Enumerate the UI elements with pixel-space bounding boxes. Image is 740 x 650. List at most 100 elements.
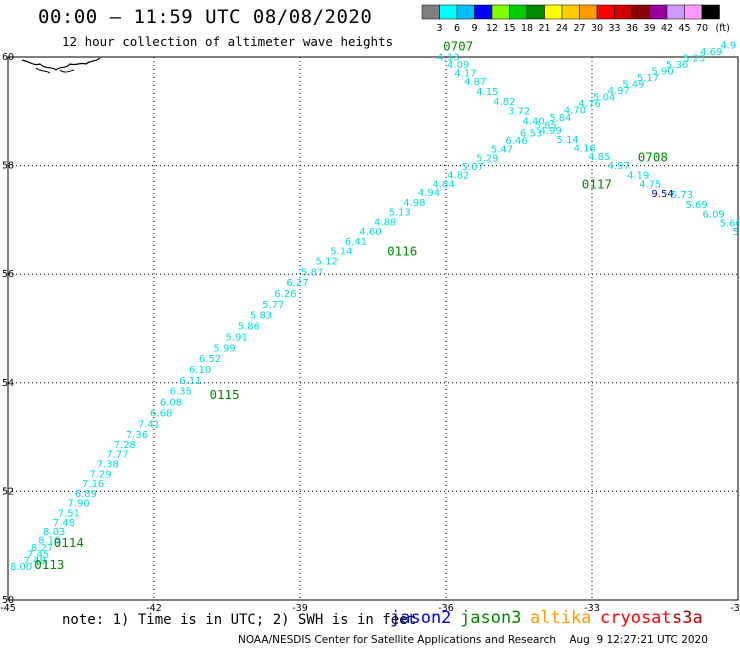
swh-value: 4.09 bbox=[447, 60, 469, 71]
legend-swatch bbox=[596, 4, 615, 20]
legend-swatch bbox=[439, 4, 458, 20]
swh-value: 8.27 bbox=[31, 543, 53, 554]
swh-value: 4.19 bbox=[627, 171, 649, 182]
swh-value: 5.66 bbox=[720, 218, 740, 229]
swh-value: 8.00 bbox=[10, 562, 32, 573]
x-tick-label: -39 bbox=[292, 603, 308, 614]
swh-value: 4.88 bbox=[374, 217, 396, 228]
x-tick-label: -45 bbox=[0, 603, 16, 614]
swh-value: 6.35 bbox=[170, 387, 192, 398]
y-tick-label: 58 bbox=[2, 161, 14, 172]
y-tick-label: 50 bbox=[2, 595, 14, 606]
legend-value: 36 bbox=[626, 23, 638, 34]
swh-value: 4.15 bbox=[476, 87, 498, 98]
legend-swatch bbox=[614, 4, 633, 20]
time-label: 0113 bbox=[34, 557, 64, 572]
swh-value: 5.17 bbox=[637, 73, 659, 84]
axis-tick-labels: -45 -42 -39 -36 -33 -30 50 52 54 56 58 60 bbox=[0, 52, 740, 614]
swh-value: 7.38 bbox=[97, 460, 119, 471]
swh-value: 7.90 bbox=[67, 499, 89, 510]
swh-value: 5.14 bbox=[330, 247, 352, 258]
color-legend: 3 6 9 12 15 18 21 24 27 30 33 36 39 42 45 70 (ft) bbox=[421, 4, 730, 34]
satellite-s3a: s3a bbox=[672, 608, 703, 628]
swh-value: 6.08 bbox=[160, 398, 182, 409]
coastline-path bbox=[35, 67, 75, 74]
plot-frame bbox=[7, 56, 739, 601]
legend-swatch bbox=[666, 4, 685, 20]
legend-swatch bbox=[526, 4, 545, 20]
time-label: 0115 bbox=[210, 387, 240, 402]
swh-value: 4.97 bbox=[608, 161, 630, 172]
swh-value: 4.75 bbox=[639, 179, 661, 190]
swh-value: 5.29 bbox=[476, 153, 498, 164]
swh-value: 4.85 bbox=[588, 152, 610, 163]
legend-value: 30 bbox=[591, 23, 603, 34]
legend-value: 42 bbox=[661, 23, 673, 34]
swh-value: 5.13 bbox=[389, 208, 411, 219]
legend-swatch bbox=[631, 4, 650, 20]
legend-value: 12 bbox=[486, 23, 498, 34]
legend-value: 24 bbox=[556, 23, 568, 34]
legend-swatch bbox=[491, 4, 510, 20]
swh-value: 4.84 bbox=[432, 179, 454, 190]
swh-value: 4.82 bbox=[493, 97, 515, 108]
swh-value: 6.68 bbox=[150, 408, 172, 419]
satellite-jason3: jason3 bbox=[460, 608, 522, 628]
swh-value: 4.40 bbox=[522, 116, 544, 127]
page-title: 00:00 – 11:59 UTC 08/08/2020 bbox=[38, 6, 373, 28]
swh-value: 6.53 bbox=[520, 128, 542, 139]
swh-value: 4.16 bbox=[574, 143, 596, 154]
swh-value: 7.29 bbox=[89, 469, 111, 480]
legend-value: 15 bbox=[503, 23, 515, 34]
swh-value: 5.69 bbox=[686, 200, 708, 211]
swh-value: 6.46 bbox=[505, 136, 527, 147]
legend-value: 21 bbox=[538, 23, 550, 34]
legend-swatch bbox=[579, 4, 598, 20]
swh-value: 5.23 bbox=[683, 53, 705, 64]
swh-value: 7.41 bbox=[138, 419, 160, 430]
swh-value: 3.72 bbox=[508, 107, 530, 118]
swh-value: 4.94 bbox=[418, 188, 440, 199]
swh-value: 5.36 bbox=[666, 60, 688, 71]
legend-swatch bbox=[456, 4, 475, 20]
time-label: 0116 bbox=[387, 244, 417, 259]
time-label: 0117 bbox=[582, 176, 612, 191]
y-tick-label: 54 bbox=[2, 378, 14, 389]
time-label: 0114 bbox=[54, 535, 84, 550]
x-tick-label: -42 bbox=[146, 603, 162, 614]
swh-value: 5.14 bbox=[557, 135, 579, 146]
swh-value: 7.48 bbox=[53, 518, 75, 529]
swh-value: 5.99 bbox=[213, 343, 235, 354]
swh-points: 8.007.487.458.278.168.037.487.517.906.89… bbox=[10, 40, 740, 573]
x-tick-label: -36 bbox=[438, 603, 454, 614]
legend-value: 70 bbox=[696, 23, 708, 34]
swh-value: 7.36 bbox=[126, 430, 148, 441]
swh-value: 7.48 bbox=[24, 556, 46, 567]
swh-value: 5.84 bbox=[549, 113, 571, 124]
grid bbox=[8, 57, 738, 600]
swh-value: 4.9 bbox=[720, 40, 736, 51]
swh-value: 4.60 bbox=[359, 227, 381, 238]
legend-value: 3 bbox=[436, 23, 442, 34]
coastline-path bbox=[21, 57, 101, 71]
legend-swatch bbox=[509, 4, 528, 20]
swh-value: 5.04 bbox=[593, 92, 615, 103]
swh-value: 8.03 bbox=[43, 527, 65, 538]
swh-value: 7.28 bbox=[114, 440, 136, 451]
legend-swatch bbox=[649, 4, 668, 20]
legend-swatch bbox=[561, 4, 580, 20]
legend-swatch bbox=[421, 4, 440, 20]
swh-value: 5.86 bbox=[238, 322, 260, 333]
legend-swatch bbox=[544, 4, 563, 20]
x-tick-label: -30 bbox=[730, 603, 740, 614]
swh-value: 5.73 bbox=[671, 190, 693, 201]
swh-value: 4.82 bbox=[447, 171, 469, 182]
swh-value: 5.07 bbox=[462, 162, 484, 173]
units-note: note: 1) Time is in UTC; 2) SWH is in fe… bbox=[62, 612, 417, 628]
swh-value: 5.90 bbox=[651, 66, 673, 77]
legend-swatch bbox=[701, 4, 720, 20]
time-label: 0708 bbox=[638, 149, 668, 164]
time-label: 0707 bbox=[443, 38, 473, 53]
legend-value: 39 bbox=[643, 23, 655, 34]
